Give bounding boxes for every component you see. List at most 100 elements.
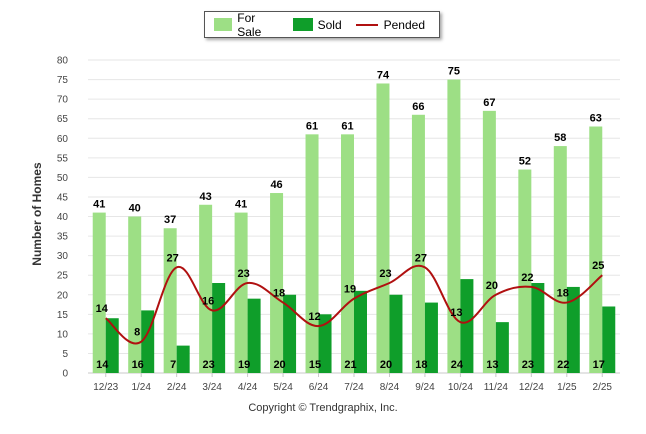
data-label-for-sale: 40	[129, 203, 141, 215]
data-label-sold: 13	[486, 359, 498, 371]
y-tick-label: 35	[57, 232, 69, 243]
y-tick-label: 30	[57, 251, 69, 262]
y-tick-label: 70	[57, 95, 69, 106]
y-tick-label: 50	[57, 173, 69, 184]
data-label-for-sale: 58	[554, 132, 566, 144]
line-pended	[105, 264, 603, 345]
y-tick-label: 55	[57, 153, 69, 164]
data-label-for-sale: 74	[377, 69, 390, 81]
data-label-sold: 24	[451, 359, 464, 371]
x-tick-label: 8/24	[380, 382, 400, 393]
bar-sold	[212, 283, 226, 373]
bar-sold	[176, 345, 190, 373]
x-tick-label: 7/24	[344, 382, 364, 393]
data-label-for-sale: 61	[341, 120, 353, 132]
y-tick-label: 65	[57, 114, 69, 125]
legend-label-pended: Pended	[383, 17, 425, 32]
x-tick-label: 6/24	[309, 382, 329, 393]
data-label-for-sale: 52	[519, 156, 531, 168]
x-tick-label: 4/24	[238, 382, 258, 393]
legend-item-pended[interactable]: Pended	[355, 17, 425, 32]
legend-item-for-sale[interactable]: For Sale	[214, 11, 279, 39]
data-label-pended: 22	[521, 272, 533, 284]
bar-for-sale	[163, 228, 177, 373]
data-label-pended: 12	[308, 311, 320, 323]
y-tick-label: 20	[57, 290, 69, 301]
bar-sold	[531, 283, 545, 373]
bar-sold	[105, 318, 119, 373]
bar-for-sale	[92, 212, 106, 373]
bar-for-sale	[376, 83, 390, 373]
data-label-sold: 23	[522, 359, 534, 371]
data-label-sold: 21	[344, 359, 356, 371]
data-label-for-sale: 75	[448, 66, 460, 78]
data-label-pended: 20	[486, 280, 498, 292]
data-label-pended: 23	[379, 268, 391, 280]
data-label-sold: 18	[415, 359, 427, 371]
legend-swatch-for-sale	[214, 18, 233, 31]
bar-sold	[247, 298, 261, 373]
x-tick-label: 12/24	[519, 382, 544, 393]
legend-swatch-sold	[292, 18, 313, 31]
data-label-sold: 19	[238, 359, 250, 371]
y-axis-title: Number of Homes	[30, 162, 44, 266]
y-tick-label: 5	[62, 349, 68, 360]
data-label-sold: 17	[593, 359, 605, 371]
bar-sold	[283, 294, 297, 373]
data-label-pended: 27	[415, 252, 427, 264]
y-tick-label: 75	[57, 75, 69, 86]
x-tick-label: 1/24	[131, 382, 151, 393]
bar-sold	[460, 279, 474, 373]
data-label-for-sale: 37	[164, 214, 176, 226]
x-tick-label: 12/23	[93, 382, 118, 393]
y-tick-label: 15	[57, 310, 69, 321]
y-tick-label: 80	[57, 56, 69, 67]
data-label-sold: 22	[557, 359, 569, 371]
x-tick-label: 2/24	[167, 382, 187, 393]
y-tick-label: 10	[57, 329, 69, 340]
x-tick-label: 11/24	[484, 382, 509, 393]
data-label-for-sale: 63	[590, 113, 602, 125]
data-label-pended: 13	[450, 307, 462, 319]
copyright-text: Copyright © Trendgraphix, Inc.	[248, 402, 398, 414]
x-tick-label: 5/24	[273, 382, 293, 393]
data-label-for-sale: 41	[235, 199, 247, 211]
data-label-sold: 20	[273, 359, 285, 371]
bar-for-sale	[305, 134, 319, 373]
bar-for-sale	[589, 126, 603, 373]
bar-sold	[424, 302, 438, 373]
data-label-pended: 23	[237, 268, 249, 280]
legend-swatch-pended	[355, 23, 378, 26]
bar-for-sale	[482, 110, 496, 374]
data-label-pended: 14	[96, 303, 109, 315]
legend: For Sale Sold Pended	[204, 11, 440, 39]
data-label-for-sale: 67	[483, 97, 495, 109]
data-label-for-sale: 66	[412, 101, 424, 113]
legend-item-sold[interactable]: Sold	[292, 17, 342, 32]
y-tick-label: 40	[57, 212, 69, 223]
data-label-pended: 16	[202, 295, 214, 307]
data-label-sold: 14	[96, 359, 109, 371]
data-label-pended: 8	[134, 327, 140, 339]
data-label-pended: 18	[273, 288, 285, 300]
x-tick-label: 2/25	[593, 382, 613, 393]
data-label-sold: 7	[170, 359, 176, 371]
bar-for-sale	[128, 216, 142, 373]
data-label-sold: 20	[380, 359, 392, 371]
bar-for-sale	[518, 169, 532, 373]
data-label-for-sale: 61	[306, 120, 318, 132]
data-label-pended: 19	[344, 284, 356, 296]
data-label-for-sale: 41	[93, 199, 105, 211]
bar-sold	[354, 290, 367, 373]
data-label-pended: 27	[167, 252, 179, 264]
y-tick-label: 0	[62, 369, 68, 380]
x-tick-label: 3/24	[202, 382, 222, 393]
data-label-sold: 15	[309, 359, 321, 371]
data-label-pended: 18	[557, 288, 569, 300]
data-label-for-sale: 43	[200, 191, 212, 203]
x-tick-label: 10/24	[448, 382, 473, 393]
data-label-sold: 23	[203, 359, 215, 371]
y-tick-label: 25	[57, 271, 69, 282]
legend-label-sold: Sold	[317, 17, 342, 32]
